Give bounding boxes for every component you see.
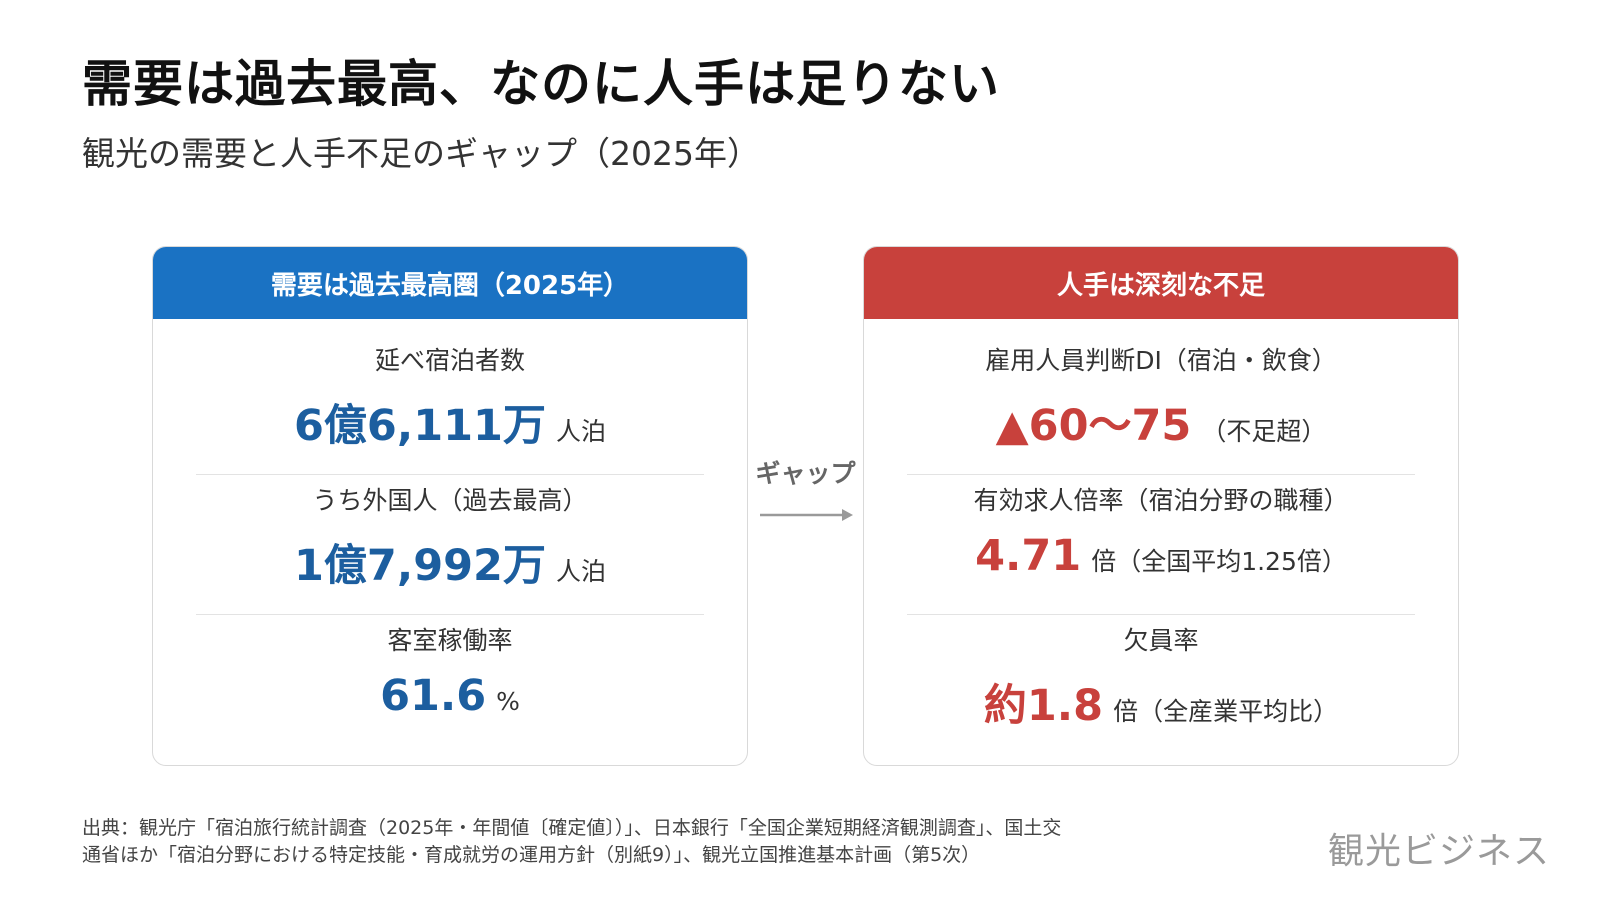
row-value: 4.71 倍（全国平均1.25倍） [907, 531, 1415, 581]
row-value: 61.6 % [196, 671, 704, 721]
row-label: うち外国人（過去最高） [312, 486, 588, 515]
row-number: ▲60〜75 [995, 401, 1192, 451]
row-unit: 倍（全国平均1.25倍） [1091, 547, 1347, 576]
source-note: 出典：観光庁「宿泊旅行統計調査（2025年・年間値〔確定値〕）」、日本銀行「全国… [82, 815, 1282, 869]
row-label: 雇用人員判断DI（宿泊・飲食） [985, 346, 1337, 375]
row-value: 6億6,111万 人泊 [196, 391, 704, 453]
demand-row-foreign-guests: うち外国人（過去最高） 1億7,992万 人泊 [196, 475, 704, 615]
demand-card: 需要は過去最高圏（2025年） 延べ宿泊者数 6億6,111万 人泊 うち外国人… [152, 246, 748, 766]
demand-row-lodging-guests: 延べ宿泊者数 6億6,111万 人泊 [196, 335, 704, 475]
labor-shortage-card-header: 人手は深刻な不足 [864, 247, 1458, 319]
source-line-2: 通省ほか「宿泊分野における特定技能・育成就労の運用方針（別紙9）」、観光立国推進… [82, 844, 981, 866]
labor-row-job-openings-ratio: 有効求人倍率（宿泊分野の職種） 4.71 倍（全国平均1.25倍） [907, 475, 1415, 615]
row-unit: % [496, 687, 520, 716]
row-label: 有効求人倍率（宿泊分野の職種） [973, 486, 1349, 515]
row-unit: 人泊 [555, 417, 606, 446]
page-title: 需要は過去最高、なのに人手は足りない [82, 55, 1000, 113]
labor-shortage-card: 人手は深刻な不足 雇用人員判断DI（宿泊・飲食） ▲60〜75 （不足超） 有効… [863, 246, 1459, 766]
arrow-right-icon [759, 509, 853, 521]
row-unit: 倍（全産業平均比） [1113, 697, 1339, 726]
row-number: 4.71 [975, 531, 1082, 581]
gap-label: ギャップ [755, 459, 856, 488]
row-number: 約1.8 [983, 681, 1104, 731]
row-number: 1億7,992万 [294, 541, 546, 591]
row-number: 6億6,111万 [294, 401, 546, 451]
row-unit: 人泊 [555, 557, 606, 586]
row-label: 延べ宿泊者数 [374, 346, 525, 375]
row-value: 1億7,992万 人泊 [196, 531, 704, 593]
row-value: 約1.8 倍（全産業平均比） [907, 671, 1415, 733]
labor-row-vacancy-rate: 欠員率 約1.8 倍（全産業平均比） [907, 615, 1415, 755]
row-label: 客室稼働率 [387, 626, 513, 655]
row-label: 欠員率 [1123, 626, 1199, 655]
demand-card-header: 需要は過去最高圏（2025年） [153, 247, 747, 319]
page-subtitle: 観光の需要と人手不足のギャップ（2025年） [82, 134, 760, 173]
row-value: ▲60〜75 （不足超） [907, 391, 1415, 453]
brand-logo: 観光ビジネス [1328, 831, 1551, 872]
labor-row-employment-di: 雇用人員判断DI（宿泊・飲食） ▲60〜75 （不足超） [907, 335, 1415, 475]
row-unit: （不足超） [1201, 417, 1327, 446]
demand-row-occupancy-rate: 客室稼働率 61.6 % [196, 615, 704, 755]
row-number: 61.6 [380, 671, 487, 721]
source-line-1: 出典：観光庁「宿泊旅行統計調査（2025年・年間値〔確定値〕）」、日本銀行「全国… [82, 817, 1062, 839]
gap-indicator: ギャップ [752, 454, 859, 522]
